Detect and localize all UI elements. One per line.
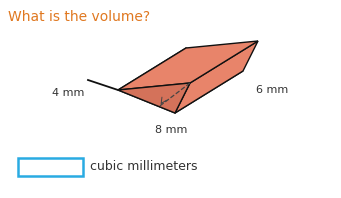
Text: 6 mm: 6 mm <box>256 85 288 95</box>
Text: 8 mm: 8 mm <box>155 125 187 135</box>
Polygon shape <box>118 48 243 113</box>
Polygon shape <box>175 41 258 113</box>
Text: cubic millimeters: cubic millimeters <box>90 161 197 173</box>
Polygon shape <box>118 41 258 90</box>
Text: 4 mm: 4 mm <box>52 88 84 98</box>
Polygon shape <box>118 83 190 113</box>
Text: What is the volume?: What is the volume? <box>8 10 150 24</box>
FancyBboxPatch shape <box>18 158 83 176</box>
